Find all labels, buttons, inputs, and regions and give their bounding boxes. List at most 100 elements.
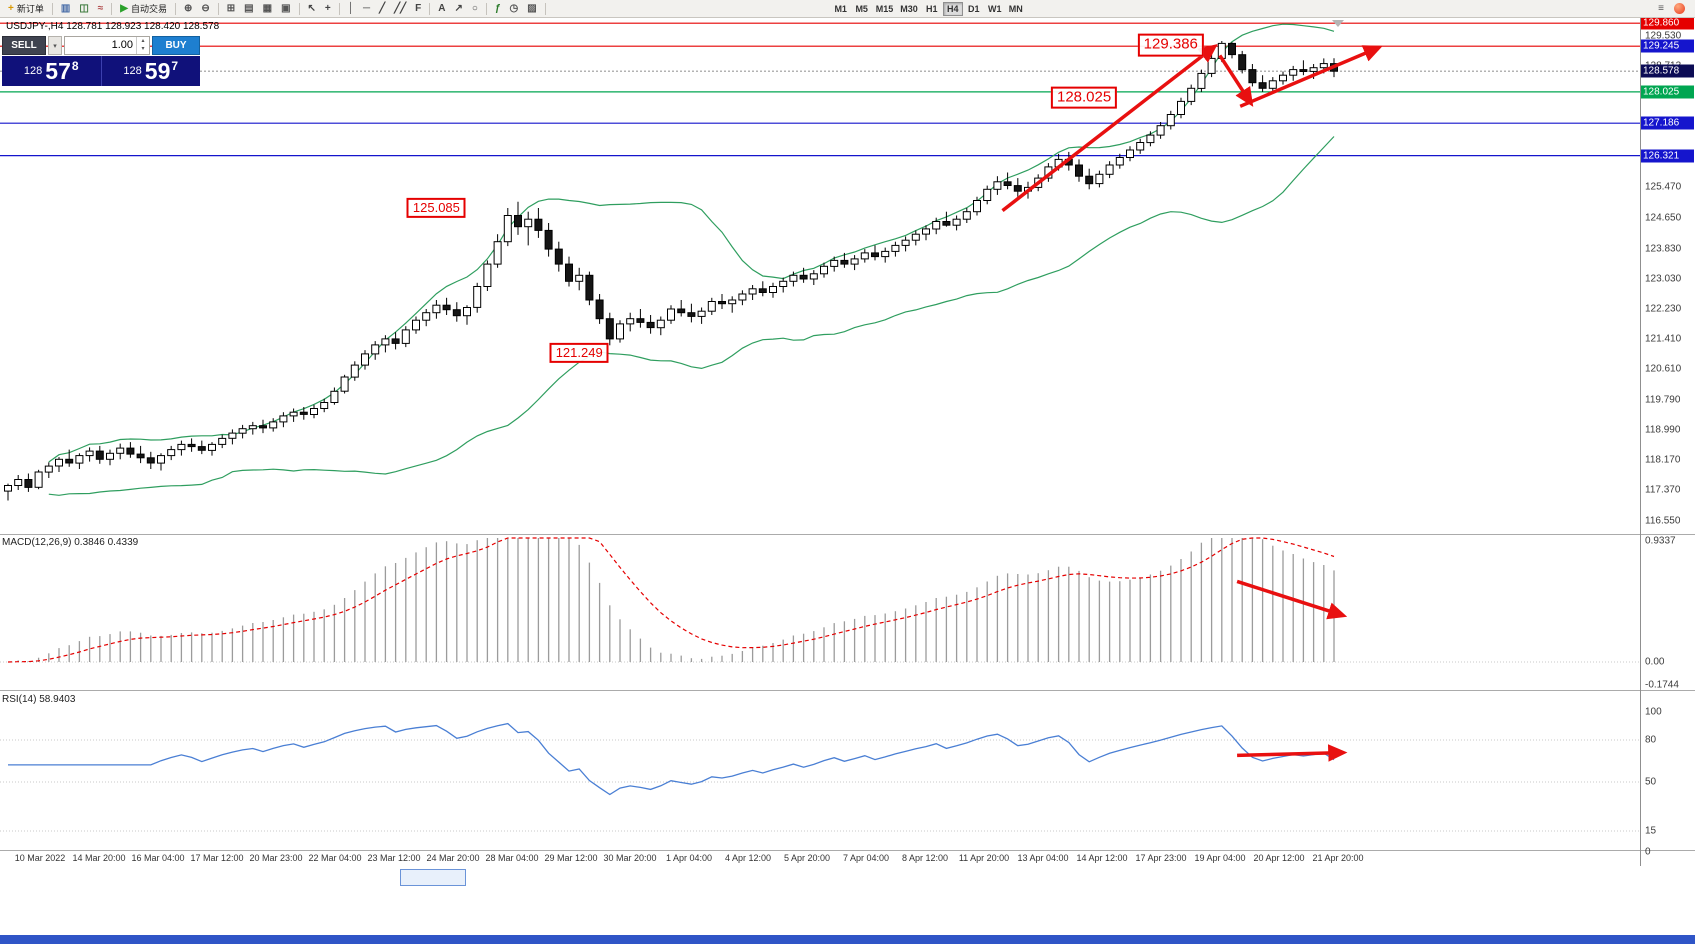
timeframe-h4[interactable]: H4	[942, 1, 963, 16]
notification-icon[interactable]	[1674, 3, 1685, 14]
horizontal-line-icon[interactable]: ─	[359, 1, 374, 16]
line-chart-icon[interactable]: ≈	[94, 1, 108, 16]
timeframe-mn[interactable]: MN	[1006, 2, 1026, 16]
candlestick-chart-icon: ◫	[79, 2, 89, 14]
timeframe-m15[interactable]: M15	[873, 2, 897, 16]
indicators-icon[interactable]: ƒ	[491, 1, 505, 16]
candle-body	[177, 443, 186, 451]
timeframe-m1[interactable]: M1	[831, 2, 851, 16]
candlestick-chart-icon[interactable]: ◫	[75, 1, 92, 16]
text-tool-icon[interactable]: A	[434, 1, 449, 16]
candle-body	[1115, 157, 1124, 166]
candle-body	[1279, 74, 1287, 82]
crosshair-icon[interactable]: +	[321, 1, 335, 16]
periods-icon: ◷	[509, 2, 519, 14]
candle-body	[1095, 173, 1104, 185]
candle-body	[646, 321, 655, 329]
bottom-panel-widget[interactable]	[400, 869, 466, 886]
volume-dropdown[interactable]: ▾	[48, 36, 62, 55]
timeframe-d1[interactable]: D1	[964, 2, 984, 16]
candle-body	[1197, 72, 1206, 89]
spinner-down-icon[interactable]: ▾	[141, 46, 145, 52]
toolbar-divider	[485, 2, 487, 15]
trend-arrow-1[interactable]	[1001, 43, 1218, 212]
candle-body	[952, 218, 961, 226]
candle-body	[1207, 57, 1216, 74]
arrow-tool-icon[interactable]: ↗	[451, 1, 467, 16]
candle-body	[126, 447, 135, 455]
data-window-icon[interactable]: ▤	[240, 1, 257, 16]
one-click-trading-panel: SELL ▾ 1.00 ▴ ▾ BUY 128 57 8 128 59 7	[2, 36, 200, 86]
candle-body	[799, 274, 808, 280]
candle-body	[677, 308, 686, 314]
trend-arrow-4[interactable]	[1236, 579, 1348, 620]
menu-icon[interactable]: ≡	[1654, 1, 1668, 16]
terminal-icon[interactable]: ▣	[277, 1, 294, 16]
candle-body	[860, 252, 869, 260]
ask-price-display[interactable]: 128 59 7	[100, 56, 201, 86]
candle-body	[605, 318, 614, 340]
candle-body	[779, 280, 788, 287]
bid-price-display[interactable]: 128 57 8	[2, 56, 101, 86]
spinner-up-icon[interactable]: ▴	[141, 38, 145, 44]
channel-icon[interactable]: ╱╱	[390, 1, 410, 16]
candle-body	[197, 446, 206, 451]
candle-body	[1156, 125, 1165, 136]
fibonacci-icon[interactable]: F	[411, 1, 425, 16]
rsi-line	[8, 722, 1335, 796]
buy-button[interactable]: BUY	[152, 36, 200, 55]
candle-body	[55, 458, 63, 467]
candle-body	[269, 421, 278, 429]
navigator-icon[interactable]: ▦	[259, 1, 276, 16]
candle-body	[381, 338, 390, 346]
candle-body	[595, 299, 604, 320]
chart-shift-marker[interactable]	[1332, 20, 1344, 27]
trend-arrow-2[interactable]	[1218, 54, 1254, 107]
candle-body	[44, 465, 53, 473]
candle-body	[228, 432, 237, 439]
candle-body	[656, 319, 665, 329]
fibonacci-icon: F	[415, 2, 422, 14]
templates-icon[interactable]: ▨	[523, 1, 540, 16]
crosshair-icon: +	[324, 2, 331, 14]
vertical-line-icon[interactable]: │	[344, 1, 358, 16]
bar-chart-icon[interactable]: ▥	[57, 1, 74, 16]
candle-body	[1248, 69, 1257, 84]
candle-body	[871, 252, 879, 258]
candle-body	[106, 452, 114, 460]
candle-body	[187, 443, 196, 448]
tile-windows-icon[interactable]: ⊞	[223, 1, 239, 16]
zoom-out-icon[interactable]: ⊖	[197, 1, 213, 16]
new-order-button[interactable]: + 新订单	[4, 1, 48, 16]
sell-button[interactable]: SELL	[2, 36, 46, 55]
timeframe-m5[interactable]: M5	[852, 2, 872, 16]
volume-input[interactable]: 1.00 ▴ ▾	[64, 36, 150, 55]
candle-body	[1309, 67, 1318, 72]
timeframe-h1[interactable]: H1	[922, 2, 942, 16]
toolbar-divider	[174, 2, 176, 15]
trendline-icon[interactable]: ╱	[375, 1, 389, 16]
candle-body	[34, 471, 43, 488]
trend-arrow-3[interactable]	[1239, 45, 1383, 108]
volume-spinner[interactable]: ▴ ▾	[136, 37, 149, 54]
candle-body	[452, 309, 461, 317]
cursor-icon[interactable]: ↖	[304, 1, 320, 16]
periods-icon[interactable]: ◷	[506, 1, 523, 16]
autotrading-button[interactable]: ▶ 自动交易	[116, 1, 171, 16]
candle-body	[361, 353, 369, 366]
candle-body	[1238, 54, 1247, 71]
menu-icon: ≡	[1658, 2, 1664, 14]
timeframe-m30[interactable]: M30	[897, 2, 921, 16]
timeframe-w1[interactable]: W1	[985, 2, 1005, 16]
new-order-icon: +	[8, 2, 14, 14]
trend-arrow-5[interactable]	[1237, 744, 1348, 762]
candle-body	[157, 455, 165, 464]
shapes-tool-icon[interactable]: ○	[468, 1, 482, 16]
trendline-icon: ╱	[379, 2, 386, 14]
zoom-in-icon[interactable]: ⊕	[180, 1, 196, 16]
candle-body	[340, 376, 349, 392]
candle-body	[422, 312, 431, 321]
candle-body	[993, 181, 1002, 190]
